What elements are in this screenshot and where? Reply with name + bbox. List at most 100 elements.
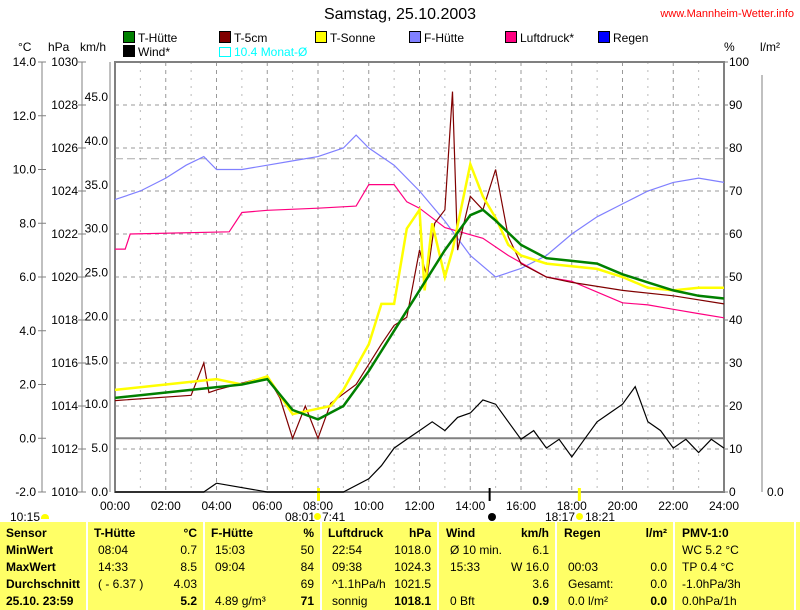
legend-swatch: [409, 31, 421, 43]
legend-item: Wind*: [123, 45, 170, 59]
tick-label-time: 12:00: [404, 499, 434, 513]
tick-label-time: 08:00: [303, 499, 333, 513]
legend-label: T-Sonne: [330, 31, 376, 45]
tick-label-kmh: 30.0: [85, 222, 109, 236]
tick-label-hpa: 1016: [51, 356, 78, 370]
moon-icon: [488, 513, 496, 521]
legend-swatch: [219, 31, 231, 43]
row-label: Sensor: [6, 526, 47, 540]
table-row: Gesamt: 0.0: [564, 577, 667, 594]
cell-value: WC 5.2 °C: [682, 543, 739, 557]
tick-label-percent: 20: [729, 399, 743, 413]
cell-label: 00:03: [568, 560, 599, 574]
column-header: PMV-1:0: [682, 526, 729, 540]
cell-value: 0.0: [650, 560, 667, 574]
table-row: 15:33 W 16.0: [446, 560, 549, 577]
table-row: 0 Bft 0.9: [446, 594, 549, 610]
unit-percent: %: [724, 40, 735, 54]
cell-label: sonnig: [332, 594, 368, 608]
cell-value: 0.0: [650, 577, 667, 591]
column-t-huette: T-Hütte °C 08:04 0.7 14:33 8.5 ( - 6.37 ) 4.03 5…: [88, 522, 205, 610]
column-unit: %: [303, 526, 314, 540]
table-row: 08:04 0.7: [94, 543, 197, 560]
legend-item: T-Hütte: [123, 31, 177, 45]
tick-label-time: 18:00: [557, 499, 587, 513]
tick-label-celsius: 4.0: [19, 324, 36, 338]
cell-value: -1.0hPa/3h: [682, 577, 741, 591]
tick-label-kmh: 40.0: [85, 134, 109, 148]
tick-label-kmh: 5.0: [91, 441, 108, 455]
tick-label-percent: 30: [729, 356, 743, 370]
table-row: Ø 10 min. 6.1: [446, 543, 549, 560]
tick-label-percent: 90: [729, 98, 743, 112]
tick-label-kmh: 0.0: [91, 485, 108, 499]
legend-item: F-Hütte: [409, 31, 464, 45]
tick-label-time: 06:00: [252, 499, 282, 513]
table-row: T-Hütte °C: [94, 526, 197, 543]
tick-label-percent: 50: [729, 270, 743, 284]
series-line-f-h-tte: [114, 134, 725, 278]
legend-label: Wind*: [138, 45, 171, 59]
table-row: WC 5.2 °C: [682, 543, 788, 560]
cell-value: 50: [300, 543, 314, 557]
tick-label-kmh: 15.0: [85, 353, 109, 367]
column-unit: l/m²: [645, 526, 667, 540]
table-row: 22:54 1018.0: [328, 543, 431, 560]
table-row: Luftdruck hPa: [328, 526, 431, 543]
series-line-wind-: [115, 385, 725, 493]
legend-swatch: [505, 31, 517, 43]
tick-label-hpa: 1024: [51, 184, 78, 198]
table-row: 69: [211, 577, 314, 594]
cell-label: 08:04: [98, 543, 129, 557]
row-label: Durchschnitt: [6, 577, 81, 591]
tick-label-time: 24:00: [709, 499, 739, 513]
chart-title: Samstag, 25.10.2003: [323, 6, 477, 23]
tick-label-percent: 0: [729, 485, 736, 499]
tick-label-time: 10:00: [354, 499, 384, 513]
legend-label: T-Hütte: [138, 31, 178, 45]
site-link[interactable]: www.Mannheim-Wetter.info: [660, 8, 794, 20]
cell-label: Gesamt:: [568, 577, 614, 591]
cell-value: TP 0.4 °C: [682, 560, 734, 574]
tick-label-celsius: 6.0: [19, 270, 36, 284]
tick-label-kmh: 35.0: [85, 178, 109, 192]
table-row: 14:33 8.5: [94, 560, 197, 577]
cell-label: 4.89 g/m³: [215, 594, 266, 608]
tick-label-percent: 40: [729, 313, 743, 327]
cell-value: W 16.0: [510, 560, 549, 574]
cell-value: 69: [300, 577, 314, 591]
summary-table: Sensor MinWert MaxWert Durchschnitt 25.10. 2…: [0, 522, 800, 610]
sunset-icon: [576, 513, 583, 520]
tick-label-time: 02:00: [151, 499, 181, 513]
tick-label-time: 20:00: [607, 499, 637, 513]
column-header: T-Hütte: [94, 526, 136, 540]
sunset-time: 18:17: [545, 510, 576, 524]
unit-hpa: hPa: [48, 40, 70, 54]
tick-label-time: 04:00: [201, 499, 231, 513]
tick-label-hpa: 1030: [51, 55, 78, 69]
column-sensor: Sensor MinWert MaxWert Durchschnitt 25.10. 2…: [0, 522, 88, 610]
tick-label-percent: 10: [729, 442, 743, 456]
tick-label-celsius: -2.0: [15, 485, 36, 499]
row-label: 25.10. 23:59: [6, 594, 74, 608]
sun-icon: [41, 514, 49, 519]
tick-label-percent: 100: [729, 55, 749, 69]
column-f-huette: F-Hütte% 15:03 50 09:04 84 69 4.89 g/m³ 71: [205, 522, 322, 610]
cell-value: 71: [300, 594, 314, 608]
sunrise-time: 08:01: [285, 510, 316, 524]
cell-label: 22:54: [332, 543, 363, 557]
table-row: [564, 543, 667, 560]
column-header: Regen: [564, 526, 601, 540]
table-row: PMV-1:0: [682, 526, 788, 543]
column-luftdruck: Luftdruck hPa 22:54 1018.0 09:38 1024.3 ^1.1hP…: [322, 522, 439, 610]
table-row: 3.6: [446, 577, 549, 594]
table-row: TP 0.4 °C: [682, 560, 788, 577]
cell-value: 3.6: [532, 577, 549, 591]
legend-label: F-Hütte: [424, 31, 465, 45]
table-row: 0.0hPa/1h: [682, 594, 788, 610]
cell-label: 09:04: [215, 560, 246, 574]
tick-label-percent: 80: [729, 141, 743, 155]
series-line-t-h-tte: [114, 208, 725, 421]
legend-swatch: [123, 45, 135, 57]
column-regen: Regen l/m² 00:03 0.0 Gesamt: 0.0 0.0 l/m² 0.0: [558, 522, 675, 610]
